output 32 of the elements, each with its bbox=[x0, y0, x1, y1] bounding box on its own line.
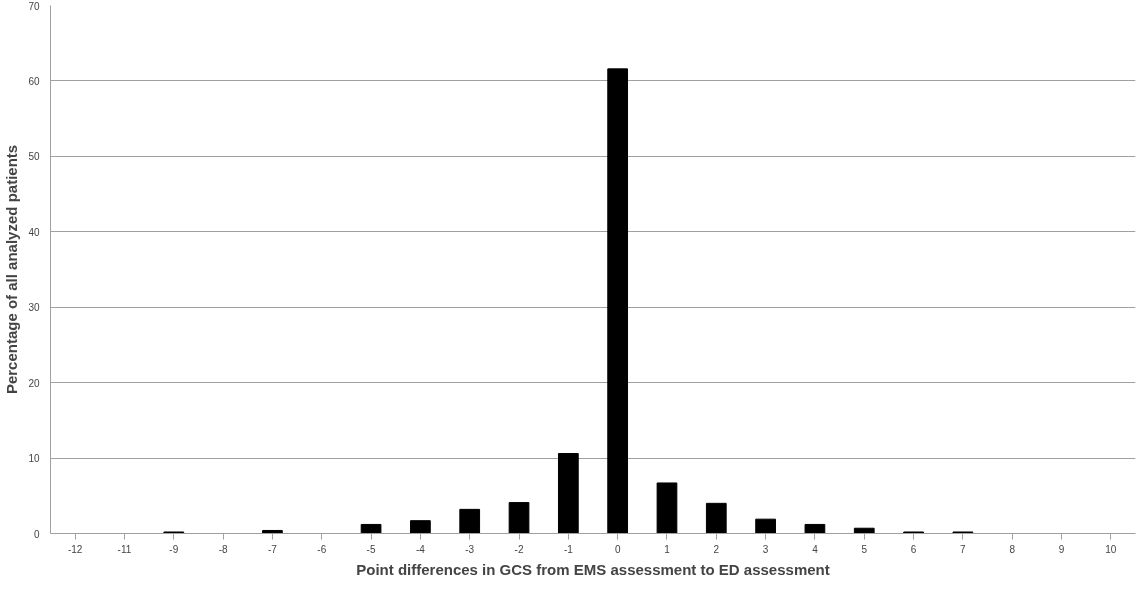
x-tick-label: -4 bbox=[415, 543, 426, 555]
x-tick-label: 10 bbox=[1105, 543, 1117, 555]
x-tick-label: 1 bbox=[664, 543, 671, 555]
x-tick-label: -3 bbox=[465, 543, 475, 555]
x-tick-label: 6 bbox=[910, 543, 917, 555]
x-tick-label: 9 bbox=[1058, 543, 1065, 555]
x-tick-label: 4 bbox=[812, 543, 819, 555]
x-tick-label: -2 bbox=[514, 543, 524, 555]
y-tick-label: 10 bbox=[28, 453, 40, 465]
y-axis-title: Percentage of all analyzed patients bbox=[3, 144, 21, 395]
x-tick-label: -12 bbox=[67, 543, 83, 555]
x-tick-label: 8 bbox=[1009, 543, 1016, 555]
y-tick-label: 0 bbox=[33, 528, 40, 540]
x-tick-label: 5 bbox=[861, 543, 868, 555]
y-tick-label: 40 bbox=[28, 226, 40, 238]
y-tick-label: 20 bbox=[28, 377, 40, 389]
y-tick-label: 60 bbox=[28, 75, 40, 87]
x-tick-label: 0 bbox=[614, 543, 621, 555]
x-tick-label: 7 bbox=[960, 543, 967, 555]
x-tick-label: -9 bbox=[169, 543, 179, 555]
x-tick-label: -11 bbox=[117, 543, 132, 555]
y-tick-label: 30 bbox=[28, 302, 40, 314]
x-tick-label: 2 bbox=[713, 543, 720, 555]
x-tick-label: 3 bbox=[762, 543, 769, 555]
y-tick-label: 70 bbox=[28, 0, 40, 12]
y-tick-label: 50 bbox=[28, 151, 40, 163]
x-tick-label: -6 bbox=[317, 543, 327, 555]
x-tick-label: -8 bbox=[218, 543, 228, 555]
x-axis-title: Point differences in GCS from EMS assessment to ED assessment bbox=[356, 560, 830, 578]
x-tick-label: -7 bbox=[267, 543, 278, 555]
x-tick-label: -5 bbox=[366, 543, 376, 555]
x-tick-label: -1 bbox=[563, 543, 574, 555]
